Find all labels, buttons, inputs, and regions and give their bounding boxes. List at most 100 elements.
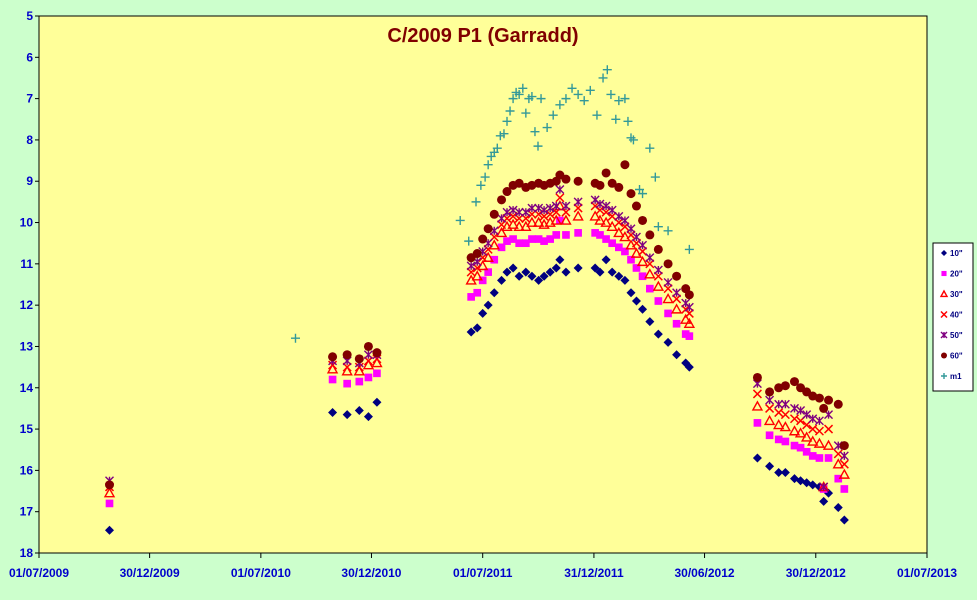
data-point: [613, 226, 625, 238]
data-point: [626, 224, 636, 234]
y-tick-label: 18: [20, 546, 34, 560]
data-point: [528, 235, 536, 243]
data-point: [502, 207, 512, 217]
data-point: [508, 205, 518, 215]
y-tick-label: 7: [26, 92, 33, 106]
data-point: [808, 424, 818, 434]
data-point: [638, 240, 648, 250]
data-point: [614, 271, 624, 281]
data-point: [601, 201, 611, 211]
data-point: [638, 304, 648, 314]
data-point: [663, 259, 673, 269]
y-tick-label: 9: [26, 174, 33, 188]
data-point: [652, 280, 665, 291]
data-point: [607, 178, 617, 188]
series-6-points: [105, 160, 849, 490]
data-point: [515, 239, 523, 248]
legend-marker: [940, 331, 948, 339]
data-point: [685, 332, 694, 340]
data-point: [780, 399, 790, 409]
data-point: [542, 123, 552, 133]
data-point: [611, 114, 621, 124]
data-point: [765, 403, 775, 413]
data-point: [814, 416, 824, 426]
data-point: [354, 362, 364, 372]
data-point: [562, 231, 570, 239]
data-point: [631, 232, 641, 242]
data-point: [467, 293, 475, 301]
x-tick-label: 30/12/2012: [786, 566, 846, 580]
data-point: [672, 319, 681, 328]
data-point: [290, 333, 300, 343]
y-tick-label: 15: [20, 422, 34, 436]
data-point: [539, 271, 549, 281]
data-point: [780, 381, 790, 391]
data-point: [819, 403, 829, 413]
x-tick-label: 01/07/2011: [453, 566, 513, 580]
data-point: [819, 496, 829, 506]
y-tick-label: 16: [20, 463, 34, 477]
data-point: [499, 129, 509, 139]
data-point: [530, 127, 540, 137]
data-point: [555, 255, 565, 265]
y-tick-label: 11: [20, 257, 33, 271]
data-point: [751, 400, 764, 411]
data-point: [573, 176, 583, 186]
data-point: [753, 419, 762, 427]
data-point: [752, 453, 762, 463]
data-point: [632, 264, 641, 272]
legend-marker: [939, 289, 949, 298]
data-point: [495, 226, 508, 238]
data-point: [342, 410, 352, 420]
data-point: [654, 297, 663, 305]
data-point: [363, 350, 373, 360]
data-point: [560, 214, 572, 225]
data-point: [663, 337, 673, 347]
data-point: [548, 110, 558, 120]
data-point: [664, 309, 672, 318]
data-point: [774, 408, 784, 418]
data-point: [800, 431, 813, 442]
data-point: [513, 220, 525, 231]
data-point: [819, 482, 829, 492]
data-point: [342, 350, 352, 360]
data-point: [638, 272, 647, 281]
data-point: [502, 116, 512, 126]
data-point: [839, 515, 849, 525]
data-point: [363, 341, 373, 351]
data-point: [752, 372, 762, 382]
data-point: [815, 454, 824, 462]
data-point: [343, 379, 351, 388]
data-point: [595, 267, 605, 277]
data-point: [684, 302, 694, 312]
data-point: [483, 300, 493, 310]
data-point: [514, 207, 524, 217]
legend-marker: [940, 310, 948, 319]
data-point: [790, 403, 799, 413]
y-tick-label: 5: [26, 9, 33, 23]
data-point: [354, 354, 364, 364]
data-point: [539, 205, 549, 215]
data-point: [796, 405, 806, 415]
data-point: [822, 439, 835, 450]
data-point: [521, 267, 531, 277]
data-point: [808, 480, 818, 490]
data-point: [573, 197, 583, 207]
data-point: [672, 271, 682, 281]
data-point: [672, 288, 682, 298]
data-point: [645, 230, 655, 240]
data-point: [839, 441, 849, 451]
legend-marker: [941, 270, 947, 277]
data-point: [507, 218, 519, 229]
data-point: [472, 249, 482, 259]
data-point: [631, 201, 641, 211]
legend-label: 60": [950, 352, 963, 361]
data-point: [833, 399, 843, 409]
data-point: [663, 277, 673, 287]
data-point: [631, 296, 641, 306]
data-point: [561, 94, 571, 104]
data-point: [455, 215, 465, 225]
data-point: [790, 441, 799, 450]
data-point: [807, 435, 819, 446]
data-point: [522, 239, 530, 248]
